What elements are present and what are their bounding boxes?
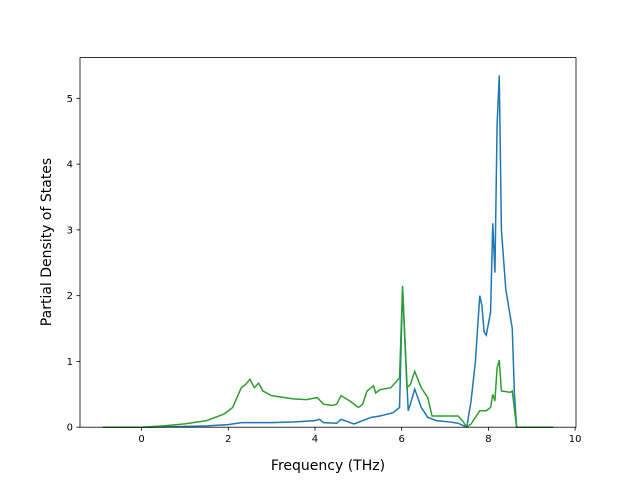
y-tick-label: 0 bbox=[67, 423, 73, 434]
x-tick-label: 10 bbox=[569, 434, 582, 445]
line-series bbox=[102, 75, 554, 429]
y-axis-label: Partial Density of States bbox=[39, 158, 55, 326]
x-tick-label: 8 bbox=[485, 434, 491, 445]
x-tick-label: 0 bbox=[138, 434, 144, 445]
x-tick-label: 4 bbox=[312, 434, 318, 445]
y-tick-label: 4 bbox=[67, 160, 73, 171]
y-tick-label: 1 bbox=[67, 357, 73, 368]
y-tick-label: 5 bbox=[67, 94, 73, 105]
y-tick-label: 2 bbox=[67, 291, 73, 302]
x-tick-label: 6 bbox=[399, 434, 405, 445]
plot-frame bbox=[79, 57, 577, 428]
x-tick-label: 2 bbox=[225, 434, 231, 445]
x-axis-label: Frequency (THz) bbox=[271, 458, 385, 474]
y-tick-label: 3 bbox=[67, 225, 73, 236]
line-series bbox=[102, 285, 554, 429]
